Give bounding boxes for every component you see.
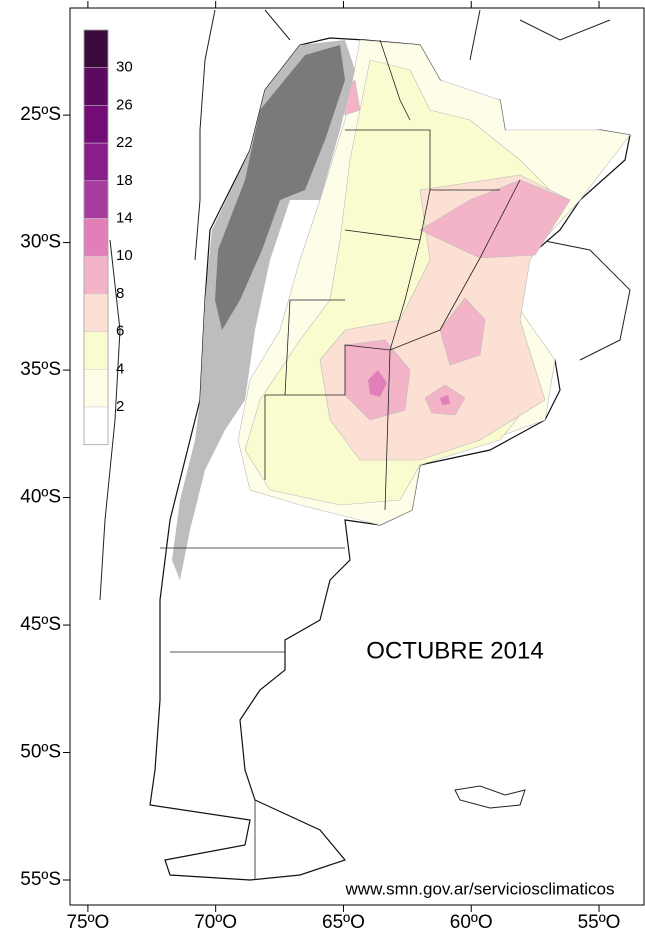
legend-swatch: [83, 293, 109, 332]
zone-10-14: [368, 370, 450, 405]
x-tick-label: 70ºO: [194, 912, 237, 933]
legend-swatch: [83, 255, 109, 295]
legend-frame: [83, 29, 109, 446]
dynamic-layer: 75ºO 70ºO 65ºO 60ºO 55ºO 25ºS 30ºS 35ºS 40ºS 45ºS…: [20, 1, 620, 933]
neighbour-borders: [99, 9, 631, 809]
legend-swatch: [83, 331, 109, 370]
legend-swatch: [83, 142, 109, 182]
legend-label: 8: [116, 285, 124, 302]
legend-label: 2: [116, 398, 124, 415]
y-tick-label: 50ºS: [20, 742, 61, 763]
x-tick-label: 55ºO: [578, 912, 621, 933]
legend-swatch: [83, 218, 109, 257]
y-tick-label: 40ºS: [20, 487, 61, 508]
y-tick-label: 30ºS: [20, 232, 61, 253]
legend-label: 26: [116, 96, 133, 113]
y-tick-label: 45ºS: [20, 614, 61, 635]
legend-label: 18: [116, 172, 133, 189]
legend-swatch: [83, 29, 109, 68]
legend-label: 6: [116, 323, 124, 340]
source-text: www.smn.gov.ar/serviciosclimaticos: [345, 879, 615, 898]
legend-label: 4: [116, 360, 124, 377]
map-shapes: [99, 9, 631, 881]
legend-label: 10: [116, 247, 133, 264]
map-frame: [69, 7, 645, 906]
provinces: [160, 39, 521, 880]
y-tick-label: 55ºS: [20, 869, 61, 890]
legend-swatch: [83, 67, 109, 106]
legend-label: 14: [116, 209, 133, 226]
legend-swatch: [83, 180, 109, 219]
y-tick-label: 25ºS: [20, 104, 61, 125]
legend-label: 22: [116, 134, 133, 151]
x-tick-label: 75ºO: [66, 912, 109, 933]
map-title: OCTUBRE 2014: [366, 637, 543, 664]
legend-swatch: [83, 369, 109, 408]
zone-8-10: [339, 79, 571, 421]
andes-peaks: [215, 45, 345, 330]
y-tick-label: 35ºS: [20, 359, 61, 380]
legend-swatch: [83, 105, 109, 144]
x-tick-label: 65ºO: [322, 912, 365, 933]
legend-swatch: [83, 406, 109, 445]
x-tick-label: 60ºO: [450, 912, 493, 933]
legend-label: 30: [116, 59, 133, 76]
